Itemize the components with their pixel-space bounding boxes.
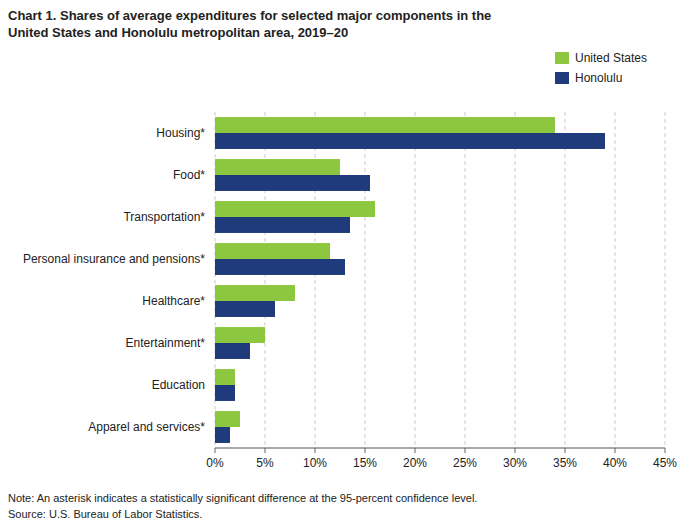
grid-line (615, 112, 616, 448)
grid-line (365, 112, 366, 448)
bar (215, 369, 235, 385)
grid-line (515, 112, 516, 448)
bar (215, 343, 250, 359)
tick-mark (465, 448, 466, 453)
category-label: Transportation* (123, 210, 205, 224)
tick-label: 40% (603, 456, 627, 470)
tick-mark (515, 448, 516, 453)
tick-label: 35% (553, 456, 577, 470)
tick-mark (565, 448, 566, 453)
annotation: Source: U.S. Bureau of Labor Statistics. (8, 508, 202, 520)
tick-label: 0% (206, 456, 224, 470)
bar (215, 243, 330, 259)
tick-label: 25% (453, 456, 477, 470)
tick-mark (265, 448, 266, 453)
bar (215, 285, 295, 301)
tick-mark (665, 448, 666, 453)
tick-label: 5% (256, 456, 274, 470)
bar (215, 411, 240, 427)
grid-line (415, 112, 416, 448)
tick-label: 30% (503, 456, 527, 470)
tick-label: 45% (653, 456, 677, 470)
grid-line (665, 112, 666, 448)
bar (215, 217, 350, 233)
tick-mark (315, 448, 316, 453)
tick-label: 10% (303, 456, 327, 470)
bar (215, 117, 555, 133)
bar (215, 133, 605, 149)
bar (215, 427, 230, 443)
category-label: Apparel and services* (88, 420, 205, 434)
legend-swatch (555, 52, 569, 64)
bar (215, 327, 265, 343)
legend-label: United States (575, 51, 647, 65)
chart: Chart 1. Shares of average expenditures … (0, 0, 690, 528)
tick-mark (215, 448, 216, 453)
grid-line (465, 112, 466, 448)
category-label: Personal insurance and pensions* (23, 252, 205, 266)
grid-line (565, 112, 566, 448)
category-label: Entertainment* (126, 336, 206, 350)
annotation: Note: An asterisk indicates a statistica… (8, 492, 477, 504)
legend-label: Honolulu (575, 71, 622, 85)
tick-label: 15% (353, 456, 377, 470)
legend-swatch (555, 72, 569, 84)
title-line: United States and Honolulu metropolitan … (8, 25, 348, 40)
x-axis-line (215, 448, 665, 449)
category-label: Food* (173, 168, 205, 182)
tick-mark (415, 448, 416, 453)
tick-mark (615, 448, 616, 453)
bar (215, 159, 340, 175)
category-label: Healthcare* (142, 294, 205, 308)
tick-mark (365, 448, 366, 453)
bar (215, 385, 235, 401)
bars (215, 117, 605, 443)
title-line: Chart 1. Shares of average expenditures … (8, 8, 491, 23)
title: Chart 1. Shares of average expenditures … (8, 8, 491, 40)
category-label: Housing* (156, 126, 205, 140)
bar (215, 201, 375, 217)
tick-label: 20% (403, 456, 427, 470)
bar (215, 175, 370, 191)
grid (215, 112, 665, 448)
category-label: Education (152, 378, 205, 392)
legend: United States Honolulu (555, 51, 647, 85)
bar (215, 259, 345, 275)
bar (215, 301, 275, 317)
